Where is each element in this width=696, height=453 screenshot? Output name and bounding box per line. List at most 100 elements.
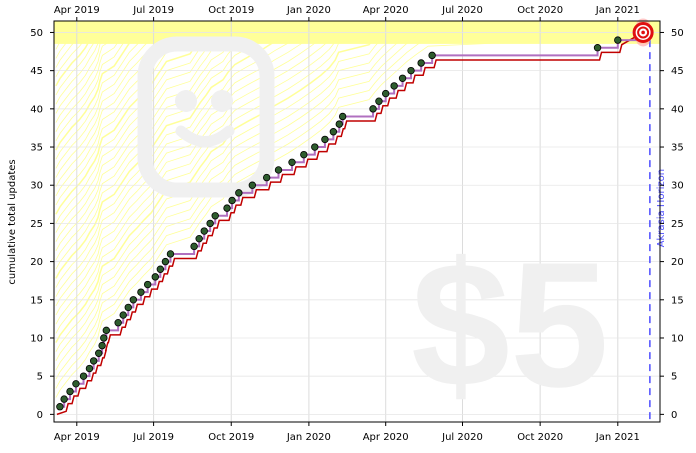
y-tick-label-right: 30 [671, 181, 684, 192]
x-tick-label-bottom: Oct 2020 [517, 432, 563, 443]
guide-line [55, 21, 217, 215]
guide-line [55, 21, 337, 307]
guide-line [55, 21, 331, 297]
datapoint [321, 135, 329, 144]
axis-ticks [50, 17, 664, 426]
datapoint [338, 112, 347, 121]
guide-line [55, 21, 102, 96]
x-tick-label-top: Jul 2019 [132, 5, 174, 16]
datapoints [56, 36, 622, 411]
datapoint [79, 372, 88, 380]
guide-line [55, 21, 321, 288]
guide-line [55, 21, 393, 343]
y-tick-label-left: 20 [30, 257, 43, 268]
datapoint [228, 196, 236, 205]
datapoint [614, 36, 622, 44]
datapoint [190, 242, 198, 251]
plot-frame [53, 20, 661, 423]
guide-line [55, 21, 265, 252]
datapoint [156, 265, 165, 273]
datapoint [102, 326, 111, 335]
y-tick-label-right: 40 [671, 104, 684, 115]
datapoint [95, 349, 103, 357]
y-tick-label-right: 35 [671, 143, 684, 154]
datapoint [375, 97, 383, 105]
y-tick-label-right: 5 [671, 372, 677, 383]
datapoint [114, 319, 122, 327]
datapoint [407, 66, 415, 75]
datapoint [248, 181, 257, 189]
yellow-brick-road [56, 31, 644, 416]
datapoint [85, 364, 94, 373]
y-tick-label-right: 10 [671, 333, 684, 344]
datapoint [381, 89, 390, 98]
datapoint [124, 303, 132, 312]
y-tick-label-left: 0 [37, 410, 43, 421]
y-tick-label-left: 30 [30, 181, 43, 192]
guide-line [55, 21, 121, 114]
datapoint [100, 334, 108, 342]
x-tick-label-bottom: Apr 2020 [363, 432, 409, 443]
datapoint [56, 403, 64, 411]
datapoint [262, 173, 271, 182]
datapoint [206, 219, 214, 228]
y-tick-label-left: 15 [30, 295, 43, 306]
guide-line [55, 21, 127, 123]
guide-line [55, 21, 402, 352]
x-tick-label-bottom: Apr 2019 [54, 432, 100, 443]
smiley-watermark [137, 36, 275, 198]
datapoint [72, 380, 80, 388]
y-tick-label-right: 15 [671, 295, 684, 306]
x-tick-label-bottom: Jul 2020 [441, 432, 483, 443]
goal-bullseye [632, 18, 654, 47]
y-tick-label-left: 25 [30, 219, 43, 230]
datapoint [329, 128, 338, 136]
datapoint [60, 395, 68, 403]
datapoint [66, 387, 74, 396]
datapoint [428, 51, 436, 60]
guide-line [55, 21, 180, 178]
x-axis-bottom-labels: Apr 2019 Jul 2019 Oct 2019 Jan 2020 Apr 2020… [54, 432, 640, 443]
x-tick-label-top: Apr 2019 [54, 5, 100, 16]
datapoint [288, 158, 296, 167]
guide-line [55, 21, 143, 142]
datapoint [129, 296, 138, 304]
datapoint [161, 257, 170, 266]
y-tick-label-left: 50 [30, 28, 43, 39]
x-tick-label-top: Jan 2020 [286, 5, 331, 16]
datapoint [195, 234, 203, 243]
guide-line [55, 21, 152, 151]
datapoint [335, 120, 343, 128]
guide-line [55, 30, 614, 398]
guide-line [55, 21, 356, 316]
y-tick-label-left: 5 [37, 372, 43, 383]
y-tick-label-right: 45 [671, 66, 684, 77]
datapoint [235, 189, 243, 197]
guide-line [55, 21, 248, 242]
x-axis-top-labels: Apr 2019 Jul 2019 Oct 2019 Jan 2020 Apr 2020… [54, 5, 640, 16]
datapoint [166, 250, 175, 258]
guide-line [55, 21, 201, 197]
y-tick-label-right: 20 [671, 257, 684, 268]
datapoint [274, 166, 283, 174]
bullseye-center [641, 30, 645, 35]
x-tick-label-top: Oct 2020 [517, 5, 563, 16]
guide-line [55, 21, 100, 87]
y-tick-label-right: 0 [671, 410, 677, 421]
guide-line [55, 21, 614, 389]
datapoint [98, 341, 106, 350]
guide-line [55, 21, 158, 160]
akrasia-horizon-label: Akrasia Horizon [656, 169, 667, 247]
guide-line [55, 21, 295, 270]
x-tick-label-top: Jan 2021 [595, 5, 640, 16]
y-axis-title: cumulative total updates [7, 159, 18, 284]
datapoint [89, 357, 98, 365]
datapoint [223, 204, 231, 212]
datapoint [369, 105, 377, 113]
x-tick-label-bottom: Jan 2021 [595, 432, 640, 443]
guide-line [55, 21, 164, 169]
guide-line [55, 21, 114, 105]
x-tick-label-top: Jul 2020 [441, 5, 483, 16]
guide-line [55, 21, 280, 261]
